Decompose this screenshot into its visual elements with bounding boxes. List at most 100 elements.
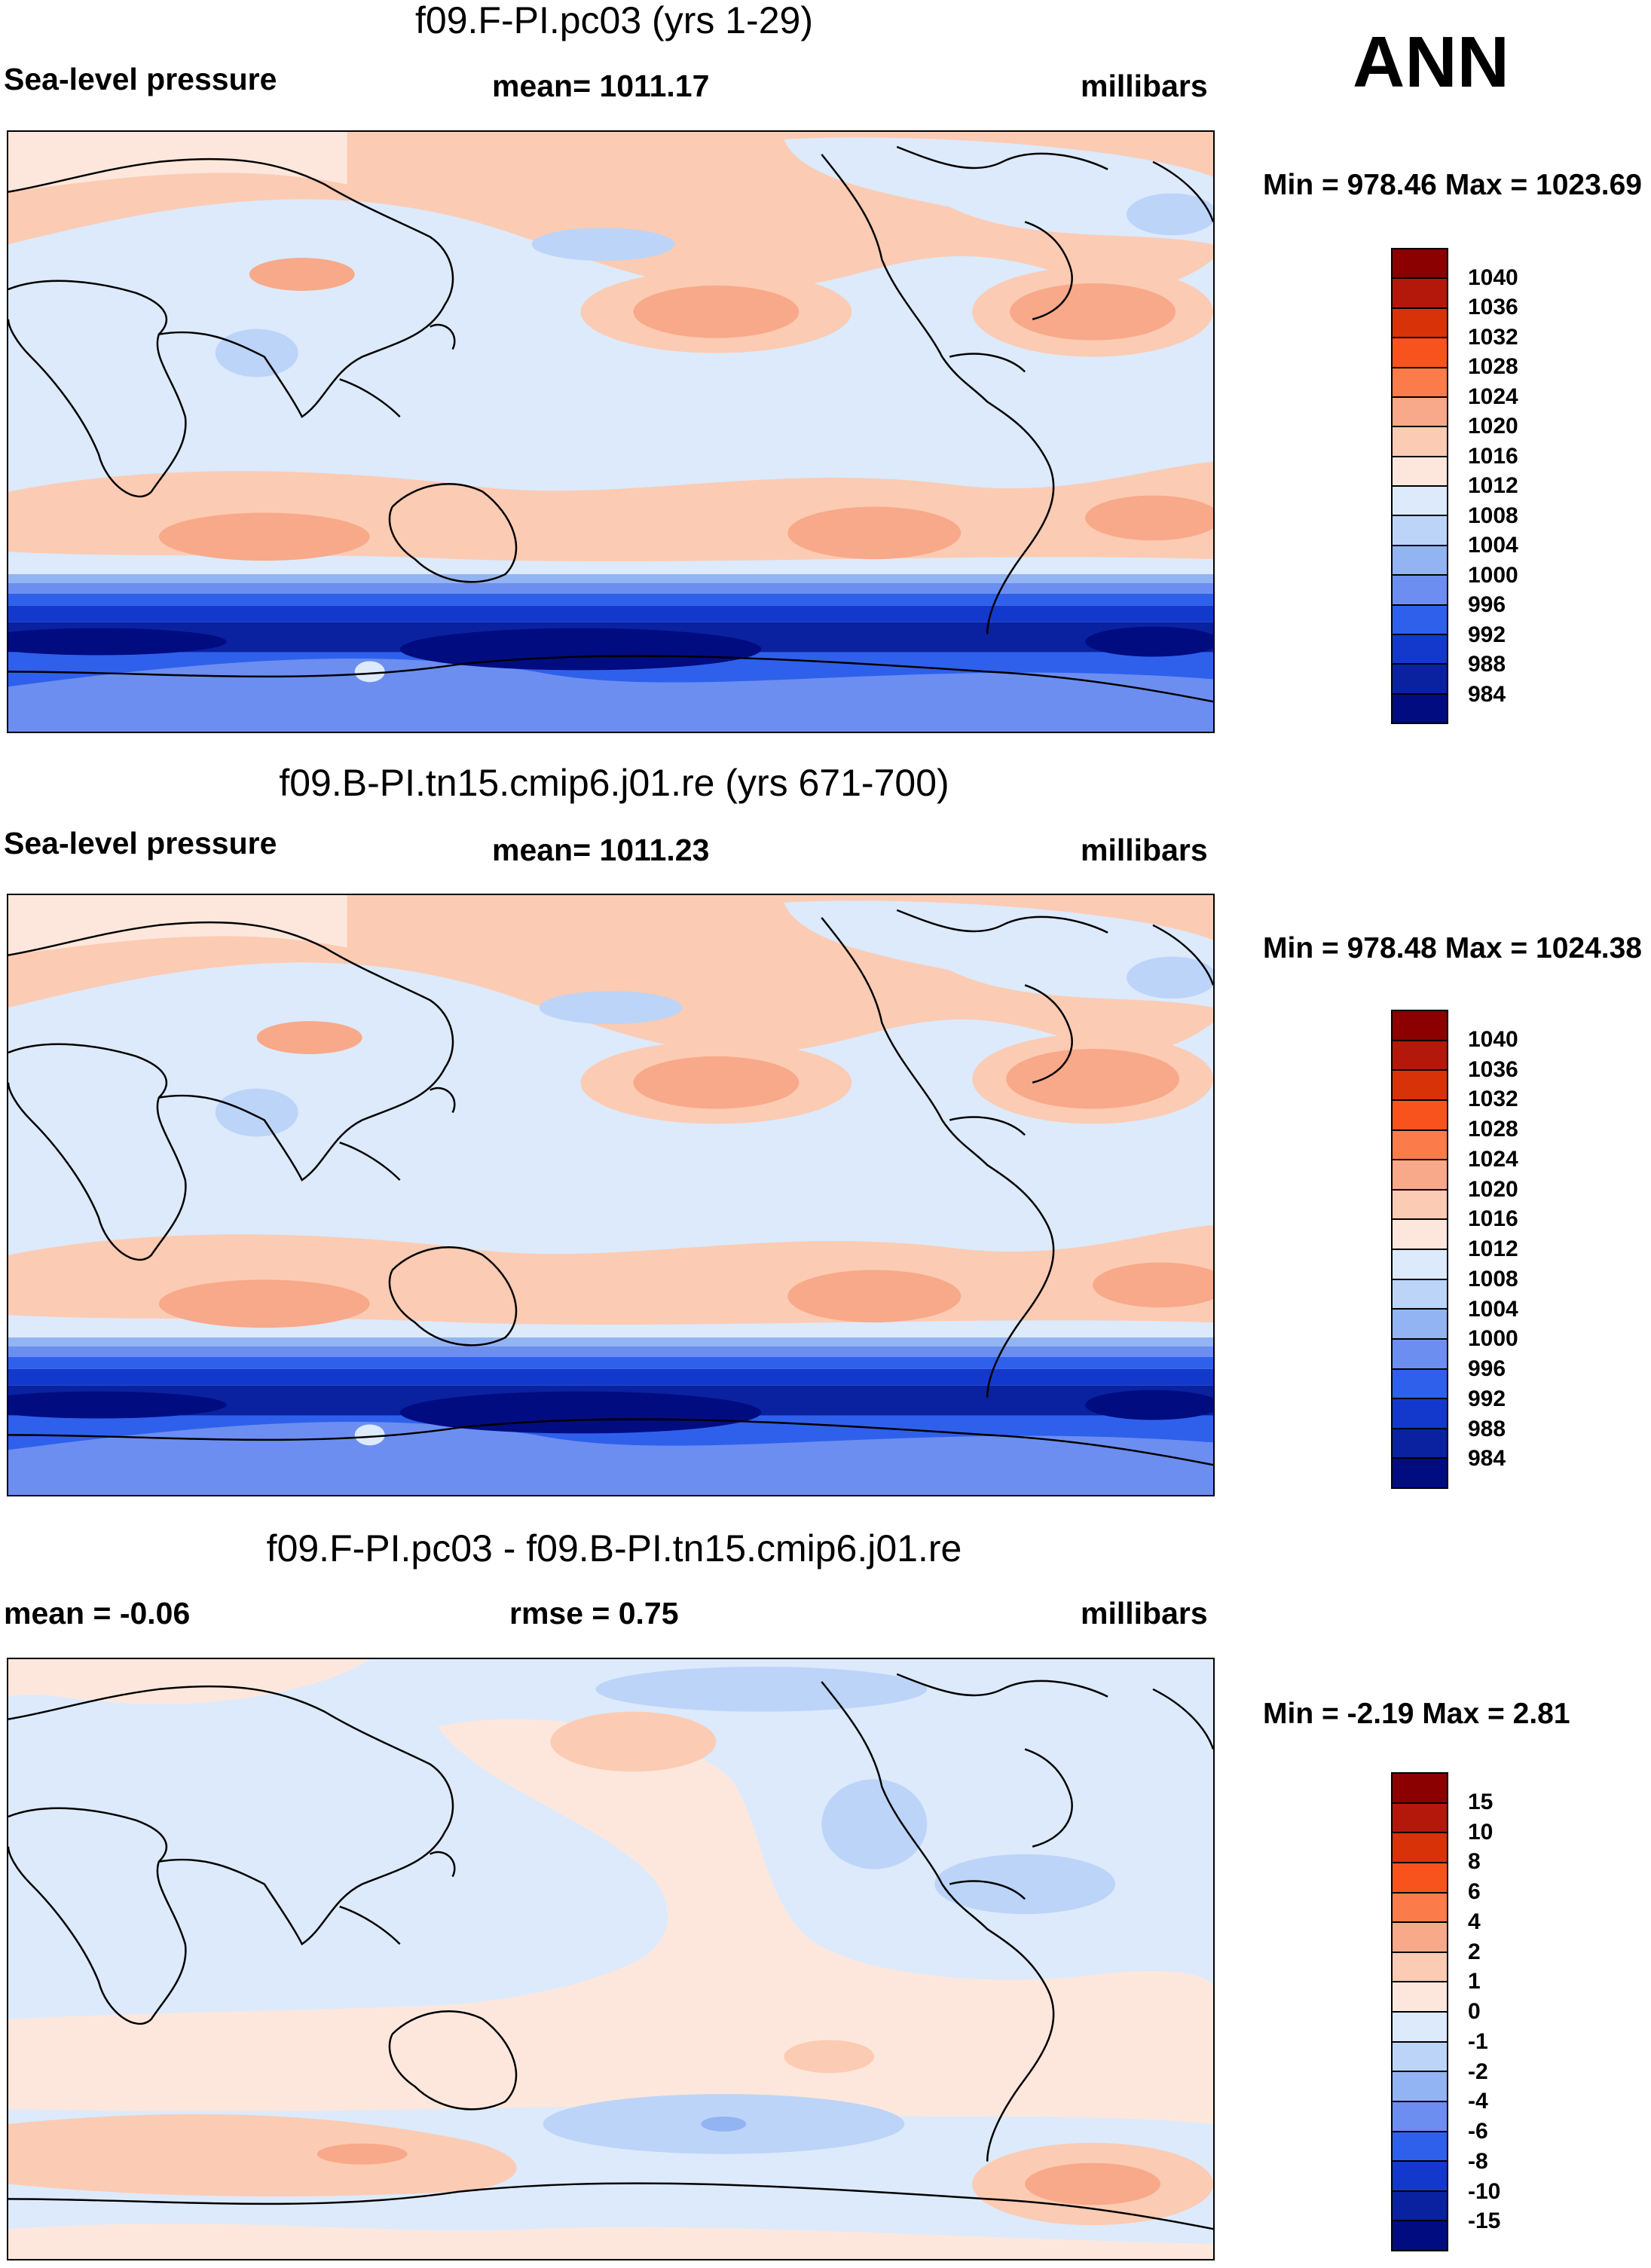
colorbar-label: 1020 xyxy=(1468,414,1518,439)
so-core-pacific xyxy=(399,1391,762,1434)
colorbar-box xyxy=(1393,1891,1447,1922)
colorbar-label: 996 xyxy=(1468,592,1506,617)
colorbar-label: 984 xyxy=(1468,681,1506,707)
colorbar-label: 1036 xyxy=(1468,1056,1518,1082)
diff-antarctic-pos xyxy=(8,2224,1213,2259)
colorbar-box xyxy=(1393,366,1447,396)
colorbar-box xyxy=(1393,1249,1447,1279)
panel-1-units: millibars xyxy=(1081,69,1208,103)
colorbar-label: 1040 xyxy=(1468,264,1518,290)
colorbar-box xyxy=(1393,1099,1447,1129)
panel-3-map xyxy=(7,1658,1215,2260)
panel-3-rmse: rmse = 0.75 xyxy=(509,1596,679,1631)
panel-2-map-svg xyxy=(8,895,1213,1495)
colorbar-box xyxy=(1393,2040,1447,2071)
colorbar-box xyxy=(1393,337,1447,367)
south-asia-low xyxy=(215,1088,298,1137)
colorbar-label: -8 xyxy=(1468,2148,1488,2174)
colorbar-label: 1008 xyxy=(1468,1266,1518,1291)
colorbar-box xyxy=(1393,692,1447,723)
colorbar-box xyxy=(1393,1337,1447,1368)
azores-high xyxy=(1006,1048,1180,1109)
north-pacific-high xyxy=(633,285,800,338)
colorbar-box xyxy=(1393,574,1447,604)
coastlines xyxy=(8,909,1213,1466)
indian-ocean-high xyxy=(158,1279,370,1328)
colorbar-box xyxy=(1393,1951,1447,1982)
colorbar-label: 10 xyxy=(1468,1819,1494,1845)
colorbar-label: 15 xyxy=(1468,1789,1494,1814)
colorbar-box xyxy=(1393,633,1447,664)
diff-na-neg xyxy=(821,1779,928,1869)
indian-ocean-high xyxy=(158,512,370,561)
colorbar-box xyxy=(1393,1832,1447,1862)
colorbar-box xyxy=(1393,544,1447,575)
colorbar-box xyxy=(1393,604,1447,634)
panel-3-units: millibars xyxy=(1081,1596,1208,1631)
colorbar-label: 0 xyxy=(1468,1999,1481,2024)
colorbar-box xyxy=(1393,307,1447,338)
colorbar-label: 1024 xyxy=(1468,1146,1518,1172)
colorbar-box xyxy=(1393,1981,1447,2011)
south-pacific-high xyxy=(787,1270,962,1323)
colorbar-box xyxy=(1393,1159,1447,1189)
panel-2-mean: mean= 1011.23 xyxy=(492,833,710,867)
diff-atlantic-neg xyxy=(934,1854,1116,1915)
colorbar-label: 992 xyxy=(1468,622,1506,647)
colorbar-label: 8 xyxy=(1468,1849,1481,1875)
siberian-high xyxy=(249,258,355,291)
colorbar-box xyxy=(1393,1218,1447,1249)
colorbar-label: 1004 xyxy=(1468,533,1518,558)
colorbar-label: 4 xyxy=(1468,1909,1481,1934)
colorbar-label: -10 xyxy=(1468,2178,1501,2204)
colorbar-box xyxy=(1393,2190,1447,2221)
panel-3-map-svg xyxy=(8,1659,1213,2259)
colorbar-label: 992 xyxy=(1468,1386,1506,1411)
colorbar-box xyxy=(1393,663,1447,693)
colorbar-box xyxy=(1393,2071,1447,2101)
panel-1-mean: mean= 1011.17 xyxy=(492,69,710,103)
colorbar-box xyxy=(1393,1861,1447,1892)
colorbar-box xyxy=(1393,249,1447,278)
panel-2-units: millibars xyxy=(1081,833,1208,867)
colorbar-box xyxy=(1393,1129,1447,1160)
colorbar-box xyxy=(1393,2160,1447,2190)
panel-3-minmax: Min = -2.19 Max = 2.81 xyxy=(1263,1698,1570,1730)
colorbar-box xyxy=(1393,485,1447,515)
nh-arctic-band xyxy=(8,895,347,955)
colorbar-box xyxy=(1393,1802,1447,1832)
so-band-4 xyxy=(8,605,1213,622)
panel-2-colorbar xyxy=(1391,1010,1448,1489)
colorbar-box xyxy=(1393,396,1447,426)
panel-1-variable-label: Sea-level pressure xyxy=(4,62,277,96)
colorbar-box xyxy=(1393,1308,1447,1338)
diff-pos-tropics xyxy=(8,1719,1213,2124)
coastlines xyxy=(8,1673,1213,2230)
colorbar-label: -1 xyxy=(1468,2028,1488,2054)
colorbar-label: 1016 xyxy=(1468,1206,1518,1232)
colorbar-label: 6 xyxy=(1468,1879,1481,1904)
colorbar-label: -6 xyxy=(1468,2119,1488,2144)
colorbar-box xyxy=(1393,1069,1447,1099)
season-label: ANN xyxy=(1353,22,1509,102)
south-pacific-high xyxy=(787,506,962,560)
colorbar-box xyxy=(1393,455,1447,485)
colorbar-box xyxy=(1393,1921,1447,1952)
panel-2-minmax: Min = 978.48 Max = 1024.38 xyxy=(1263,932,1643,964)
colorbar-label: 1012 xyxy=(1468,1236,1518,1261)
panel-3-title: f09.F-PI.pc03 - f09.B-PI.tn15.cmip6.j01.… xyxy=(266,1527,962,1570)
colorbar-box xyxy=(1393,2220,1447,2250)
colorbar-label: 996 xyxy=(1468,1356,1506,1381)
colorbar-box xyxy=(1393,1039,1447,1070)
colorbar-box xyxy=(1393,2100,1447,2131)
panel-3-colorbar xyxy=(1391,1772,1448,2251)
aleutian-low xyxy=(531,228,675,261)
so-core-pacific xyxy=(399,628,762,671)
panel-3-mean: mean = -0.06 xyxy=(4,1596,191,1631)
nh-arctic-band xyxy=(8,132,347,192)
colorbar-label: 1028 xyxy=(1468,354,1518,379)
diff-sp-pos xyxy=(784,2040,875,2074)
colorbar-label: 988 xyxy=(1468,652,1506,677)
colorbar-label: 1000 xyxy=(1468,1326,1518,1352)
colorbar-label: 1032 xyxy=(1468,1087,1518,1112)
